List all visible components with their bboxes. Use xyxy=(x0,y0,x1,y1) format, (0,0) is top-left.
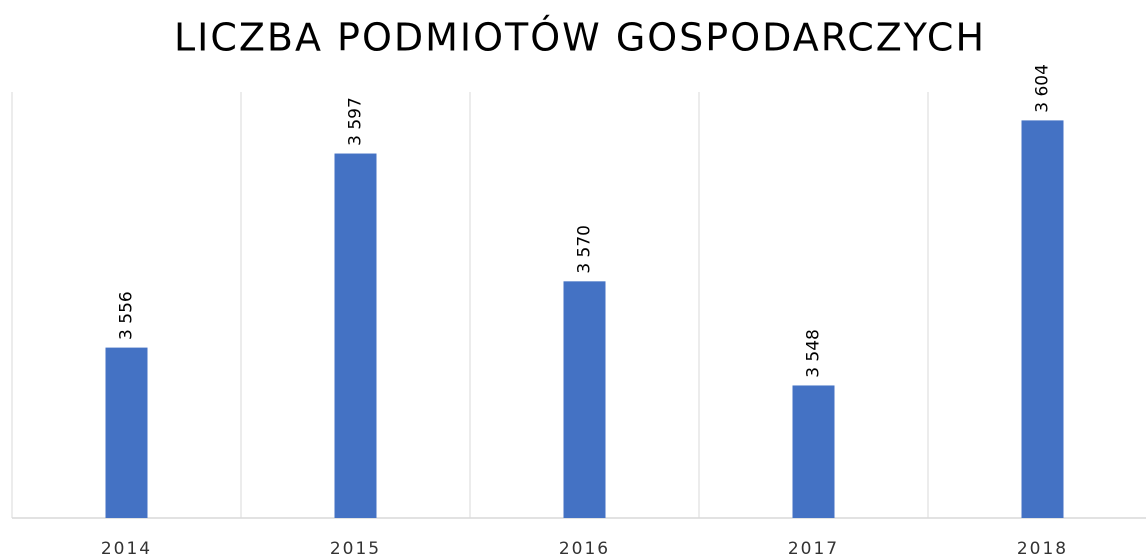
data-label: 3 604 xyxy=(1033,64,1053,113)
bar xyxy=(1021,120,1064,519)
data-label: 3 548 xyxy=(804,329,824,378)
x-tick-label: 2018 xyxy=(1017,539,1068,559)
x-tick-label: 2017 xyxy=(788,539,839,559)
bar xyxy=(563,281,606,518)
bar xyxy=(105,347,148,518)
chart-title: LICZBA PODMIOTÓW GOSPODARCZYCH xyxy=(174,16,986,60)
x-tick-label: 2014 xyxy=(101,539,152,559)
x-tick-label: 2016 xyxy=(559,539,610,559)
bar xyxy=(334,153,377,519)
data-label: 3 556 xyxy=(117,291,137,340)
bar xyxy=(792,385,835,518)
x-tick-label: 2015 xyxy=(330,539,381,559)
data-label: 3 570 xyxy=(575,225,595,274)
data-label: 3 597 xyxy=(346,97,366,146)
